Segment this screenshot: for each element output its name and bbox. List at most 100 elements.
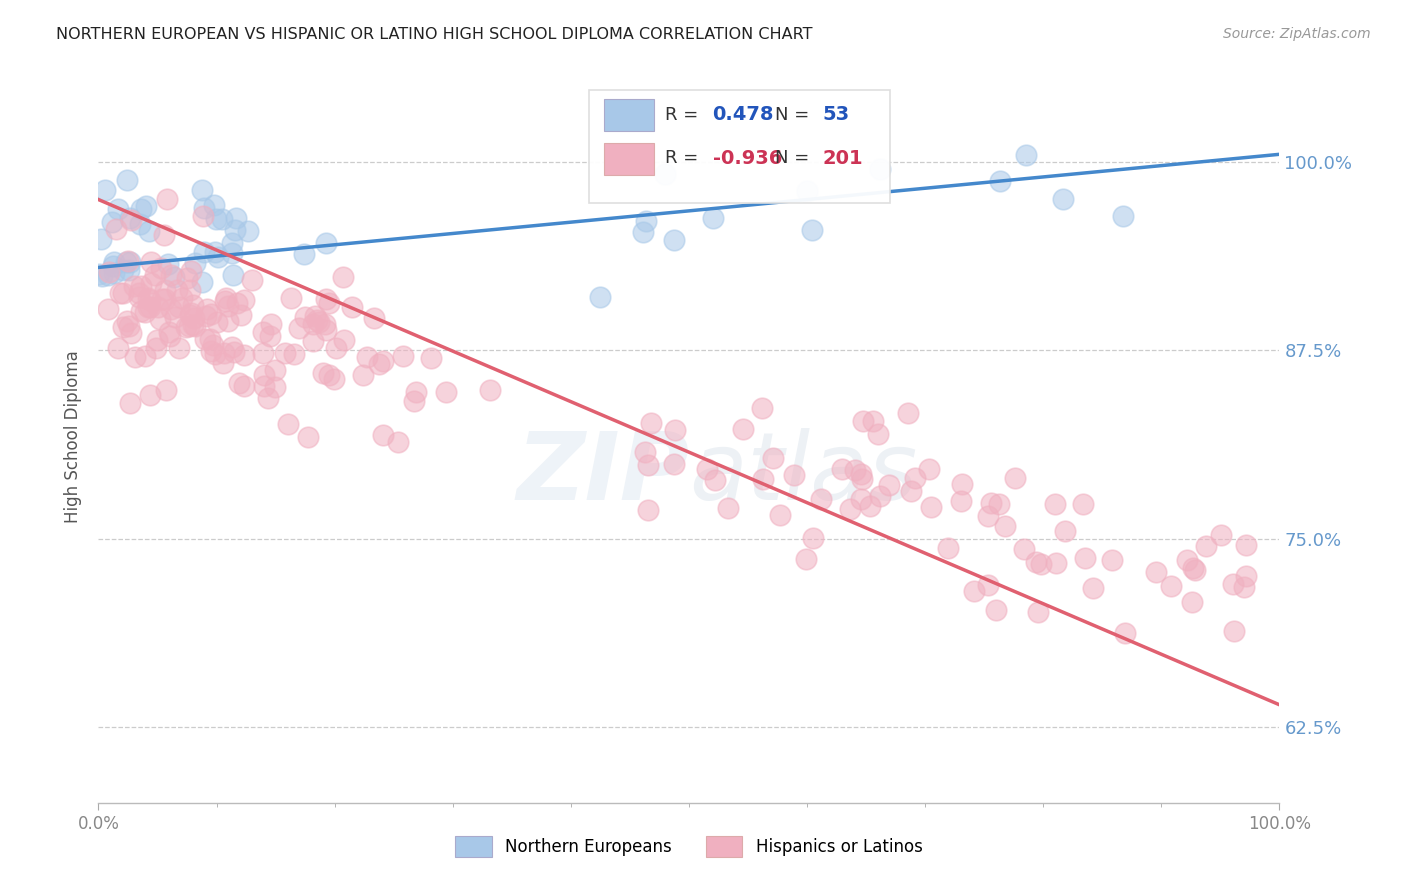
Point bbox=[633, 444, 655, 458]
Point bbox=[148, 301, 170, 315]
Point bbox=[637, 502, 659, 516]
Point bbox=[936, 541, 959, 555]
Text: ZIP: ZIP bbox=[516, 427, 689, 520]
Point bbox=[136, 291, 159, 305]
Point bbox=[155, 383, 177, 397]
Point bbox=[159, 329, 181, 343]
Text: atlas: atlas bbox=[689, 428, 917, 519]
Point bbox=[308, 315, 330, 329]
Point bbox=[1074, 551, 1097, 566]
Point bbox=[702, 211, 724, 226]
Point bbox=[111, 263, 134, 277]
Point bbox=[224, 223, 246, 237]
Point bbox=[302, 318, 325, 332]
Point bbox=[194, 309, 217, 323]
Point bbox=[128, 289, 150, 303]
Point bbox=[193, 209, 215, 223]
Point bbox=[283, 347, 305, 361]
Point bbox=[138, 224, 160, 238]
Point bbox=[204, 244, 226, 259]
Point bbox=[274, 346, 297, 360]
Text: R =: R = bbox=[665, 149, 704, 168]
Point bbox=[155, 293, 177, 307]
Point bbox=[312, 366, 335, 380]
Point bbox=[163, 269, 186, 284]
Point bbox=[849, 492, 872, 507]
Point bbox=[1004, 471, 1026, 485]
Point bbox=[368, 357, 391, 371]
Point bbox=[160, 268, 183, 283]
Point bbox=[277, 417, 299, 431]
Point bbox=[704, 473, 727, 487]
Text: -0.936: -0.936 bbox=[713, 149, 782, 168]
Point bbox=[977, 508, 1000, 523]
Point bbox=[325, 341, 347, 355]
Point bbox=[167, 301, 190, 315]
Point bbox=[157, 257, 180, 271]
Point bbox=[129, 217, 152, 231]
Point bbox=[363, 311, 385, 326]
Point bbox=[118, 211, 141, 226]
Point bbox=[131, 202, 153, 216]
Point bbox=[118, 319, 141, 334]
Point bbox=[215, 291, 238, 305]
Point bbox=[356, 350, 378, 364]
Point bbox=[950, 494, 973, 508]
Point bbox=[166, 283, 188, 297]
Point bbox=[193, 201, 215, 215]
Text: NORTHERN EUROPEAN VS HISPANIC OR LATINO HIGH SCHOOL DIPLOMA CORRELATION CHART: NORTHERN EUROPEAN VS HISPANIC OR LATINO … bbox=[56, 27, 813, 42]
Point bbox=[1233, 580, 1256, 594]
Point bbox=[897, 406, 920, 420]
Point bbox=[104, 222, 127, 236]
Point bbox=[217, 300, 239, 314]
Point bbox=[1234, 569, 1257, 583]
Point bbox=[868, 427, 890, 442]
Point bbox=[138, 388, 160, 402]
Point bbox=[150, 292, 173, 306]
Point bbox=[233, 378, 256, 392]
Point bbox=[194, 331, 217, 345]
Point bbox=[373, 354, 395, 368]
Point bbox=[717, 500, 740, 515]
Point bbox=[115, 254, 138, 268]
Point bbox=[211, 212, 233, 227]
Point bbox=[224, 345, 246, 359]
Point bbox=[97, 302, 120, 317]
Point bbox=[762, 450, 785, 465]
Point bbox=[839, 502, 862, 516]
Point bbox=[900, 484, 922, 499]
Point bbox=[152, 227, 174, 242]
Point bbox=[1181, 595, 1204, 609]
Point bbox=[323, 372, 346, 386]
Point bbox=[87, 267, 110, 281]
Point bbox=[844, 463, 866, 477]
Point bbox=[405, 384, 427, 399]
Point bbox=[849, 467, 872, 482]
Text: N =: N = bbox=[775, 105, 815, 123]
Point bbox=[903, 471, 925, 485]
Point bbox=[149, 260, 172, 275]
FancyBboxPatch shape bbox=[589, 90, 890, 203]
Point bbox=[176, 270, 198, 285]
Point bbox=[118, 255, 141, 269]
Point bbox=[136, 300, 159, 314]
Point bbox=[633, 225, 655, 239]
Point bbox=[191, 183, 214, 197]
Point bbox=[1015, 148, 1038, 162]
Point bbox=[97, 268, 120, 282]
Point bbox=[174, 319, 197, 334]
Point bbox=[238, 224, 260, 238]
Point bbox=[134, 305, 156, 319]
Point bbox=[280, 291, 302, 305]
Point bbox=[98, 265, 121, 279]
Point bbox=[157, 325, 180, 339]
Y-axis label: High School Diploma: High School Diploma bbox=[63, 351, 82, 524]
Point bbox=[200, 332, 222, 346]
Point bbox=[305, 312, 328, 326]
Point bbox=[664, 423, 686, 437]
Point bbox=[1029, 557, 1052, 571]
Point bbox=[977, 578, 1000, 592]
Point bbox=[149, 311, 172, 326]
Point bbox=[193, 244, 215, 259]
Point bbox=[315, 292, 337, 306]
